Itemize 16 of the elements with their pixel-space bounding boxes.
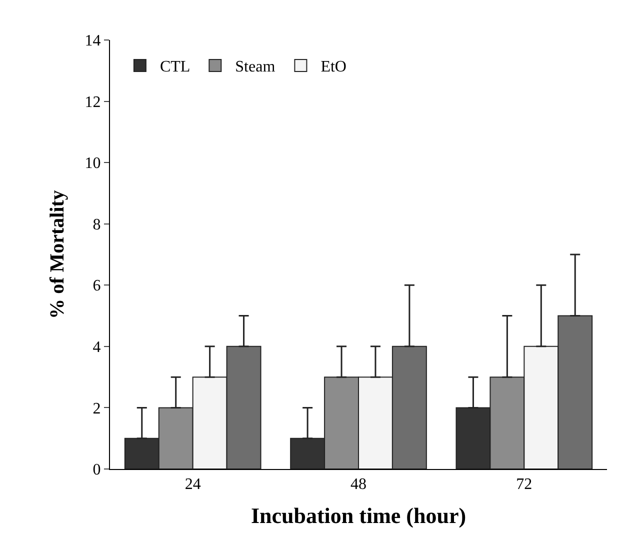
y-tick-label: 8 <box>92 216 101 234</box>
legend-label: EtO <box>320 58 346 76</box>
legend-label: CTL <box>160 58 190 76</box>
y-tick-label: 0 <box>92 462 101 479</box>
y-tick-label: 4 <box>92 339 101 356</box>
y-tick-label: 10 <box>84 155 101 172</box>
x-axis-title: Incubation time (hour) <box>250 503 466 528</box>
x-tick-label: 48 <box>350 476 366 494</box>
legend-label: Steam <box>235 58 276 76</box>
x-tick-label: 72 <box>516 476 532 494</box>
y-tick-label: 12 <box>84 94 101 111</box>
x-tick-label: 24 <box>184 476 201 494</box>
y-tick-label: 6 <box>92 278 101 295</box>
y-tick-label: 14 <box>84 32 101 50</box>
y-tick-label: 2 <box>92 400 101 418</box>
y-axis-title: % of Mortality <box>46 190 68 319</box>
